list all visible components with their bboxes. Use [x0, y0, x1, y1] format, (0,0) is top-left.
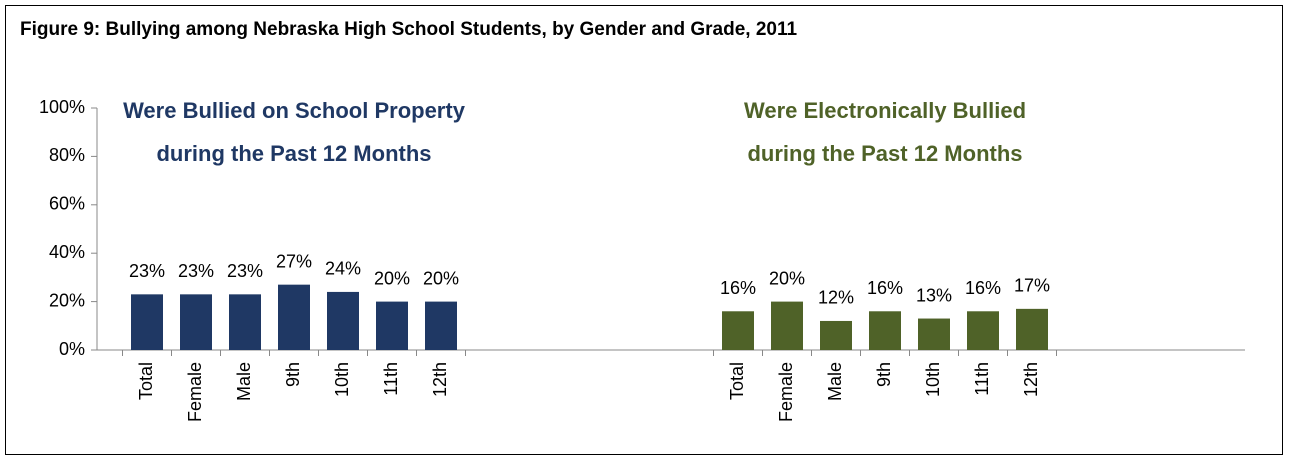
value-label: 16%	[720, 278, 756, 298]
group-title: Were Electronically Bullied	[744, 98, 1026, 123]
value-label: 20%	[769, 268, 805, 288]
group-title: Were Bullied on School Property	[123, 98, 466, 123]
x-tick-label: 11th	[972, 362, 992, 396]
value-label: 16%	[965, 278, 1001, 298]
bar	[722, 311, 754, 350]
bar	[1016, 308, 1048, 350]
bar	[771, 301, 803, 350]
bar	[327, 291, 359, 350]
group-title: during the Past 12 Months	[747, 141, 1022, 166]
bar	[869, 311, 901, 350]
y-tick-label: 100%	[39, 97, 85, 117]
x-tick-label: Total	[727, 362, 747, 400]
value-label: 20%	[374, 268, 410, 288]
bar	[918, 318, 950, 350]
value-label: 12%	[818, 288, 854, 308]
x-tick-label: Male	[234, 362, 254, 401]
x-tick-label: Female	[776, 362, 796, 422]
bar	[229, 294, 261, 350]
x-tick-label: 9th	[874, 362, 894, 387]
value-label: 23%	[178, 261, 214, 281]
y-tick-label: 0%	[59, 339, 85, 359]
bar	[820, 320, 852, 350]
bar	[967, 311, 999, 350]
value-label: 27%	[276, 251, 312, 271]
frame	[5, 5, 1283, 455]
y-tick-label: 80%	[49, 145, 85, 165]
value-label: 24%	[325, 259, 361, 279]
value-label: 23%	[129, 261, 165, 281]
x-tick-label: Total	[136, 362, 156, 400]
x-tick-label: 12th	[1021, 362, 1041, 397]
bar	[278, 284, 310, 350]
x-tick-label: 11th	[381, 362, 401, 396]
y-tick-label: 40%	[49, 242, 85, 262]
bar	[376, 301, 408, 350]
x-tick-label: 10th	[923, 362, 943, 397]
y-tick-label: 20%	[49, 290, 85, 310]
value-label: 13%	[916, 285, 952, 305]
value-label: 17%	[1014, 276, 1050, 296]
group-title: during the Past 12 Months	[156, 141, 431, 166]
chart-title: Figure 9: Bullying among Nebraska High S…	[20, 19, 797, 40]
x-tick-label: Female	[185, 362, 205, 422]
bar	[425, 301, 457, 350]
x-tick-label: 10th	[332, 362, 352, 397]
value-label: 20%	[423, 268, 459, 288]
bar	[131, 294, 163, 350]
x-tick-label: 9th	[283, 362, 303, 387]
value-label: 16%	[867, 278, 903, 298]
value-label: 23%	[227, 261, 263, 281]
y-tick-label: 60%	[49, 194, 85, 214]
bar	[180, 294, 212, 350]
x-tick-label: Male	[825, 362, 845, 401]
x-tick-label: 12th	[430, 362, 450, 397]
